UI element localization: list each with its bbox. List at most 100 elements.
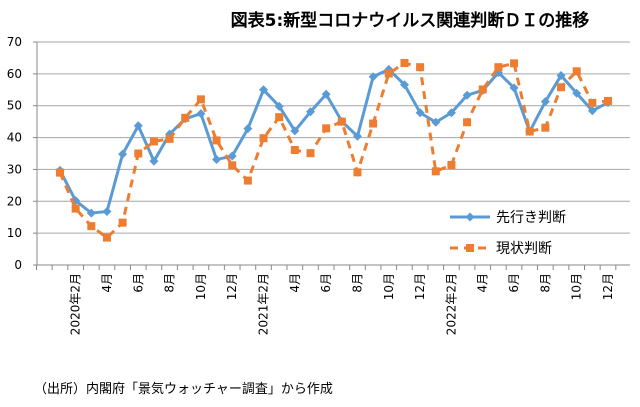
data-point [369,119,378,128]
chart-title: 図表5:新型コロナウイルス関連判断ＤＩの推移 [230,11,590,31]
data-point [243,124,253,134]
legend-marker [465,212,475,222]
data-point [416,63,425,72]
legend-label: 先行き判断 [496,210,566,226]
data-point [352,131,362,141]
data-point [227,151,237,161]
data-point [494,63,503,72]
data-point [431,167,440,176]
data-point [478,85,487,94]
data-point [556,70,566,80]
data-point [243,176,252,185]
data-point [540,97,550,107]
data-point [134,149,143,158]
x-tick-label: 6月 [319,273,333,293]
data-point [102,206,112,216]
data-point [212,136,221,145]
x-tick-label: 6月 [507,273,521,293]
x-tick-label: 4月 [100,273,114,293]
data-point [510,59,519,68]
data-point [259,85,269,95]
x-tick-label: 10月 [570,273,584,300]
data-point [290,145,299,154]
data-point [165,134,174,143]
data-point [149,156,159,166]
data-point [541,123,550,132]
data-point [431,117,441,127]
data-point [322,124,331,133]
x-tick-label: 4月 [288,273,302,293]
x-tick-label: 8月 [538,273,552,293]
x-tick-label: 2020年2月 [69,273,83,335]
x-tick-label: 2021年2月 [257,273,271,335]
series-lines [55,59,613,242]
data-point [415,108,425,118]
data-point [274,101,284,111]
source-note: （出所）内閣府「景気ウォッチャー調査」から作成 [34,382,333,397]
data-point [87,222,96,231]
data-point [56,168,64,177]
data-point [400,59,409,68]
data-point [368,72,378,82]
data-point [290,126,300,136]
x-tick-label: 4月 [476,273,490,293]
gridlines [37,41,630,234]
data-point [133,121,143,131]
data-point [337,117,346,126]
data-point [463,118,472,127]
y-tick-label: 20 [7,194,22,208]
data-point [306,149,315,158]
data-point [212,155,222,165]
x-tick-label: 12月 [413,273,427,300]
data-point [259,134,268,143]
data-point [196,95,205,104]
series-line-outlook [58,67,609,215]
data-point [181,113,190,122]
data-point [509,83,519,93]
x-tick-label: 12月 [225,273,239,300]
data-point [572,88,582,98]
y-tick-label: 10 [7,226,22,240]
data-point [525,127,534,136]
y-tick-label: 0 [14,258,22,272]
data-point [149,137,158,146]
data-point [384,69,393,78]
data-point [399,80,409,90]
data-point [446,108,456,118]
data-point [118,149,128,159]
legend-marker [466,244,474,252]
x-tick-label: 8月 [163,273,177,293]
data-point [462,90,472,100]
data-point [604,96,612,105]
data-point [321,89,331,99]
x-tick-label: 2022年2月 [444,273,458,335]
legend-label: 現状判断 [496,241,552,257]
data-point [588,98,597,107]
y-tick-label: 30 [7,162,22,176]
data-point [587,106,597,116]
data-point [228,161,237,170]
x-tick-label: 8月 [350,273,364,293]
y-axis: 0 10 20 30 40 50 60 70 [7,35,38,272]
x-tick-label: 6月 [131,273,145,293]
data-point [353,168,362,177]
data-point [557,83,566,92]
data-point [196,109,206,119]
x-tick-label: 10月 [194,273,208,300]
data-point [71,204,80,213]
x-tick-label: 12月 [601,273,615,300]
y-tick-label: 70 [7,35,22,49]
y-tick-label: 40 [7,131,22,145]
data-point [102,233,111,242]
data-point [275,113,284,122]
data-point [572,67,581,76]
data-point [447,160,456,169]
x-tick-label: 10月 [382,273,396,300]
x-axis: 2020年2月 4月 6月 8月 10月 12月 2021年2月 4月 6月 8月 10月 12月 20… [36,264,630,335]
y-tick-label: 50 [7,99,22,113]
y-tick-label: 60 [7,67,22,81]
data-point [118,218,127,227]
data-point [306,107,316,117]
